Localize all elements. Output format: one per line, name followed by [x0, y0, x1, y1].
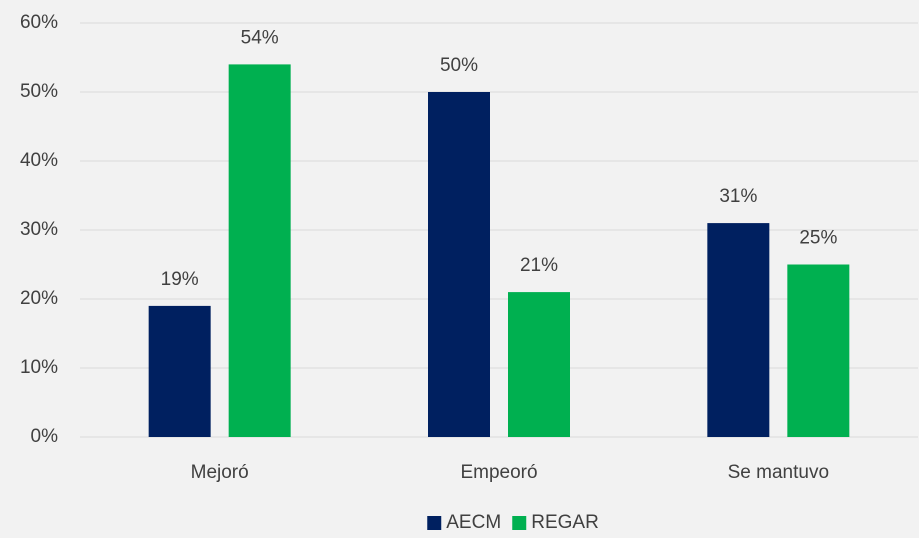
y-tick-label: 10%	[20, 357, 58, 378]
data-label: 54%	[241, 27, 279, 48]
bar	[787, 264, 850, 437]
data-label: 31%	[719, 186, 757, 207]
legend-swatch	[512, 516, 527, 530]
y-tick-label: 50%	[20, 81, 58, 102]
bar	[428, 92, 490, 437]
data-label: 50%	[440, 55, 478, 76]
x-tick-label: Empeoró	[460, 462, 537, 483]
bar	[228, 64, 291, 438]
x-tick-label: Se mantuvo	[728, 462, 829, 483]
data-label: 21%	[520, 255, 558, 276]
y-tick-label: 30%	[20, 219, 58, 240]
y-tick-label: 60%	[20, 12, 58, 33]
legend-label: REGAR	[531, 512, 599, 533]
y-tick-label: 0%	[31, 426, 59, 447]
bar	[508, 292, 570, 437]
legend-label: AECM	[446, 512, 501, 533]
data-label: 19%	[161, 269, 199, 290]
y-tick-label: 20%	[20, 288, 58, 309]
bar	[707, 223, 770, 437]
data-label: 25%	[799, 228, 837, 249]
legend-swatch	[427, 516, 442, 530]
bar	[148, 305, 211, 437]
y-tick-label: 40%	[20, 150, 58, 171]
x-tick-label: Mejoró	[191, 462, 249, 483]
